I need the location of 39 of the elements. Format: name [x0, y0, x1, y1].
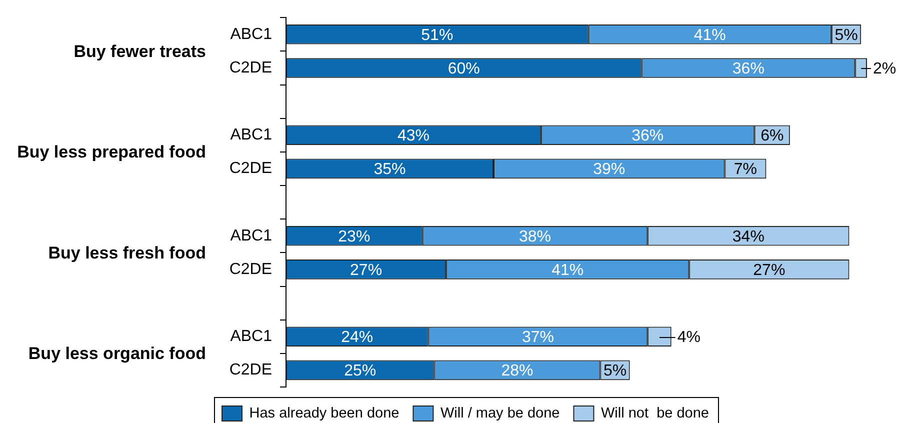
- data-label: 38%: [518, 228, 552, 246]
- data-label: 36%: [632, 128, 664, 145]
- y-tick-label: ABC1: [230, 26, 272, 43]
- y-tick-label: C2DE: [229, 362, 272, 379]
- data-label: 2%: [873, 60, 896, 78]
- data-label: 7%: [734, 161, 758, 178]
- data-label: 28%: [501, 362, 534, 380]
- legend-label: Has already been done: [249, 406, 400, 422]
- data-label: 23%: [338, 228, 370, 246]
- text: Buy fewer treats: [74, 42, 206, 61]
- legend-label: Will not be done: [600, 406, 709, 422]
- data-label: 34%: [732, 228, 764, 246]
- text: Buy less organic food: [28, 344, 206, 364]
- data-label: 39%: [593, 161, 626, 178]
- data-label: 37%: [522, 329, 554, 346]
- data-label: 25%: [344, 362, 376, 380]
- text: Buy less prepared food: [17, 142, 206, 162]
- data-label: 41%: [694, 26, 726, 44]
- data-label: 51%: [421, 26, 454, 44]
- data-label: 36%: [732, 60, 764, 78]
- data-label: 35%: [374, 161, 406, 178]
- y-tick-label: ABC1: [230, 227, 272, 244]
- y-tick-label: C2DE: [229, 260, 272, 278]
- data-label: 6%: [760, 128, 784, 145]
- y-tick-label: ABC1: [230, 126, 272, 144]
- y-tick-label: ABC1: [230, 328, 272, 346]
- data-label: 27%: [753, 262, 786, 279]
- data-label: 5%: [603, 362, 627, 380]
- data-label: 60%: [448, 60, 480, 78]
- data-label: 5%: [834, 26, 858, 44]
- data-label: 4%: [677, 329, 700, 346]
- data-label: 43%: [397, 128, 430, 145]
- data-label: 41%: [552, 262, 584, 279]
- y-tick-label: C2DE: [229, 160, 272, 178]
- data-label: 24%: [341, 329, 374, 346]
- legend-label: Will / may be done: [440, 406, 560, 422]
- data-label: 27%: [350, 262, 382, 279]
- text: Buy less fresh food: [48, 243, 206, 262]
- y-tick-label: C2DE: [229, 59, 272, 76]
